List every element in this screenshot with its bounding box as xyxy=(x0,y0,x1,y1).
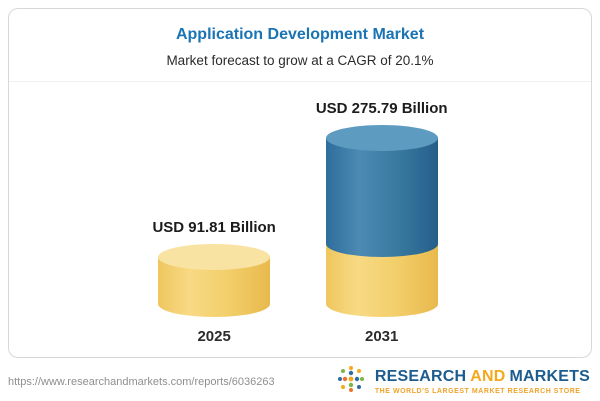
bar-2025-cylinder xyxy=(158,244,271,317)
source-url: https://www.researchandmarkets.com/repor… xyxy=(8,375,275,388)
logo-word-and: AND xyxy=(470,367,506,385)
logo-name: RESEARCH AND MARKETS xyxy=(374,367,590,385)
logo-text: RESEARCH AND MARKETS THE WORLD'S LARGEST M… xyxy=(374,367,590,395)
logo-word-markets: MARKETS xyxy=(509,367,590,385)
logo-word-research: RESEARCH xyxy=(374,367,467,385)
page-footer: https://www.researchandmarkets.com/repor… xyxy=(8,362,590,401)
research-and-markets-logo: RESEARCH AND MARKETS THE WORLD'S LARGEST M… xyxy=(334,362,590,401)
year-label-2031: 2031 xyxy=(365,328,399,345)
logo-mark-icon xyxy=(334,362,368,401)
bar-column-2031: USD 275.79 Billion 2031 xyxy=(316,100,448,345)
bar-2025-top-ellipse xyxy=(158,244,271,270)
logo-tagline: THE WORLD'S LARGEST MARKET RESEARCH STOR… xyxy=(374,387,581,395)
chart-subtitle: Market forecast to grow at a CAGR of 20.… xyxy=(166,53,434,68)
value-label-2025: USD 91.81 Billion xyxy=(152,219,276,236)
bar-2031-upper-body xyxy=(325,138,438,257)
bar-2031-cylinder xyxy=(325,125,438,317)
year-label-2025: 2025 xyxy=(197,328,231,345)
value-label-2031: USD 275.79 Billion xyxy=(315,100,448,117)
bar-2031-top-ellipse xyxy=(325,125,438,151)
bar-chart-area: USD 91.81 Billion 2025 USD 275.79 Billio… xyxy=(9,82,591,357)
chart-title: Application Development Market xyxy=(175,26,425,43)
chart-header: Application Development Market Market fo… xyxy=(9,9,591,82)
bar-column-2025: USD 91.81 Billion 2025 xyxy=(152,219,275,345)
chart-card: Application Development Market Market fo… xyxy=(8,8,592,358)
